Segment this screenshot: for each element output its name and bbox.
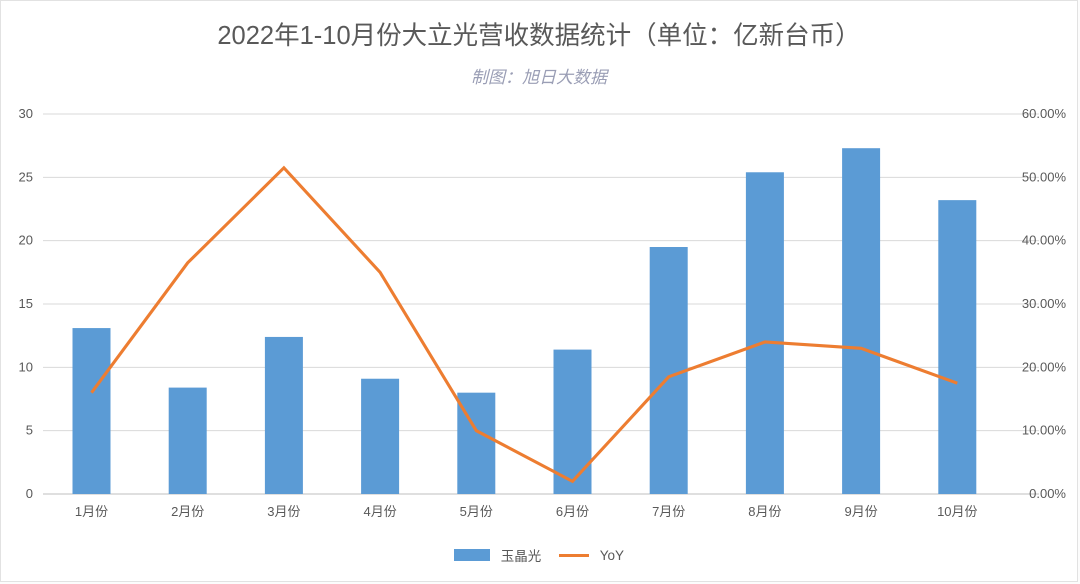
svg-text:20.00%: 20.00% bbox=[1022, 359, 1067, 374]
svg-text:5月份: 5月份 bbox=[460, 504, 493, 519]
svg-text:10月份: 10月份 bbox=[937, 504, 977, 519]
svg-text:4月份: 4月份 bbox=[363, 504, 396, 519]
svg-text:25: 25 bbox=[19, 169, 33, 184]
svg-text:3月份: 3月份 bbox=[267, 504, 300, 519]
svg-text:2月份: 2月份 bbox=[171, 504, 204, 519]
svg-text:6月份: 6月份 bbox=[556, 504, 589, 519]
svg-text:10: 10 bbox=[19, 359, 33, 374]
svg-text:30.00%: 30.00% bbox=[1022, 296, 1067, 311]
svg-text:20: 20 bbox=[19, 233, 33, 248]
svg-text:0.00%: 0.00% bbox=[1029, 486, 1066, 501]
svg-text:30: 30 bbox=[19, 106, 33, 121]
svg-text:10.00%: 10.00% bbox=[1022, 423, 1067, 438]
svg-text:7月份: 7月份 bbox=[652, 504, 685, 519]
svg-text:40.00%: 40.00% bbox=[1022, 233, 1067, 248]
svg-text:5: 5 bbox=[26, 423, 33, 438]
svg-text:9月份: 9月份 bbox=[844, 504, 877, 519]
svg-text:15: 15 bbox=[19, 296, 33, 311]
svg-text:0: 0 bbox=[26, 486, 33, 501]
svg-text:8月份: 8月份 bbox=[748, 504, 781, 519]
svg-text:60.00%: 60.00% bbox=[1022, 106, 1067, 121]
svg-text:1月份: 1月份 bbox=[75, 504, 108, 519]
svg-text:50.00%: 50.00% bbox=[1022, 169, 1067, 184]
